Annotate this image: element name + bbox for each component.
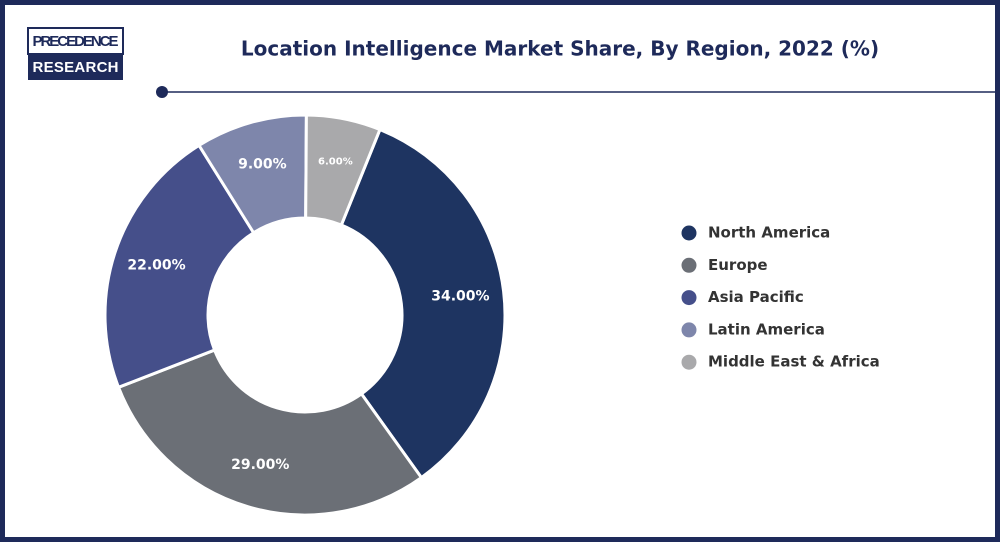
pie-slice: [116, 348, 424, 517]
legend-label: Asia Pacific: [708, 288, 804, 306]
legend-marker: [681, 290, 697, 306]
data-label: 9.00%: [238, 156, 287, 172]
legend-label: Latin America: [708, 320, 825, 338]
logo-box-bottom: [28, 54, 123, 80]
legend-marker: [681, 322, 697, 338]
legend-marker: [681, 225, 697, 241]
data-label: 6.00%: [318, 156, 353, 167]
pie-slice: [304, 113, 382, 228]
logo: PRECEDENCE RESEARCH: [27, 27, 124, 80]
legend-label: Middle East & Africa: [708, 353, 880, 371]
legend-marker: [681, 354, 697, 370]
data-label: 22.00%: [127, 258, 185, 274]
chart-title: Location Intelligence Market Share, By R…: [241, 37, 879, 61]
pie-slice: [339, 127, 507, 480]
pie-slice: [103, 143, 256, 390]
logo-text: PRECEDENCE: [33, 33, 119, 50]
legend-marker: [681, 257, 697, 273]
legend-label: Europe: [708, 256, 768, 274]
logo-text: RESEARCH: [33, 59, 119, 76]
data-label: 34.00%: [431, 288, 489, 304]
legend-label: North America: [708, 224, 830, 242]
title-rule-dot: [156, 86, 168, 98]
data-label: 29.00%: [231, 457, 289, 473]
